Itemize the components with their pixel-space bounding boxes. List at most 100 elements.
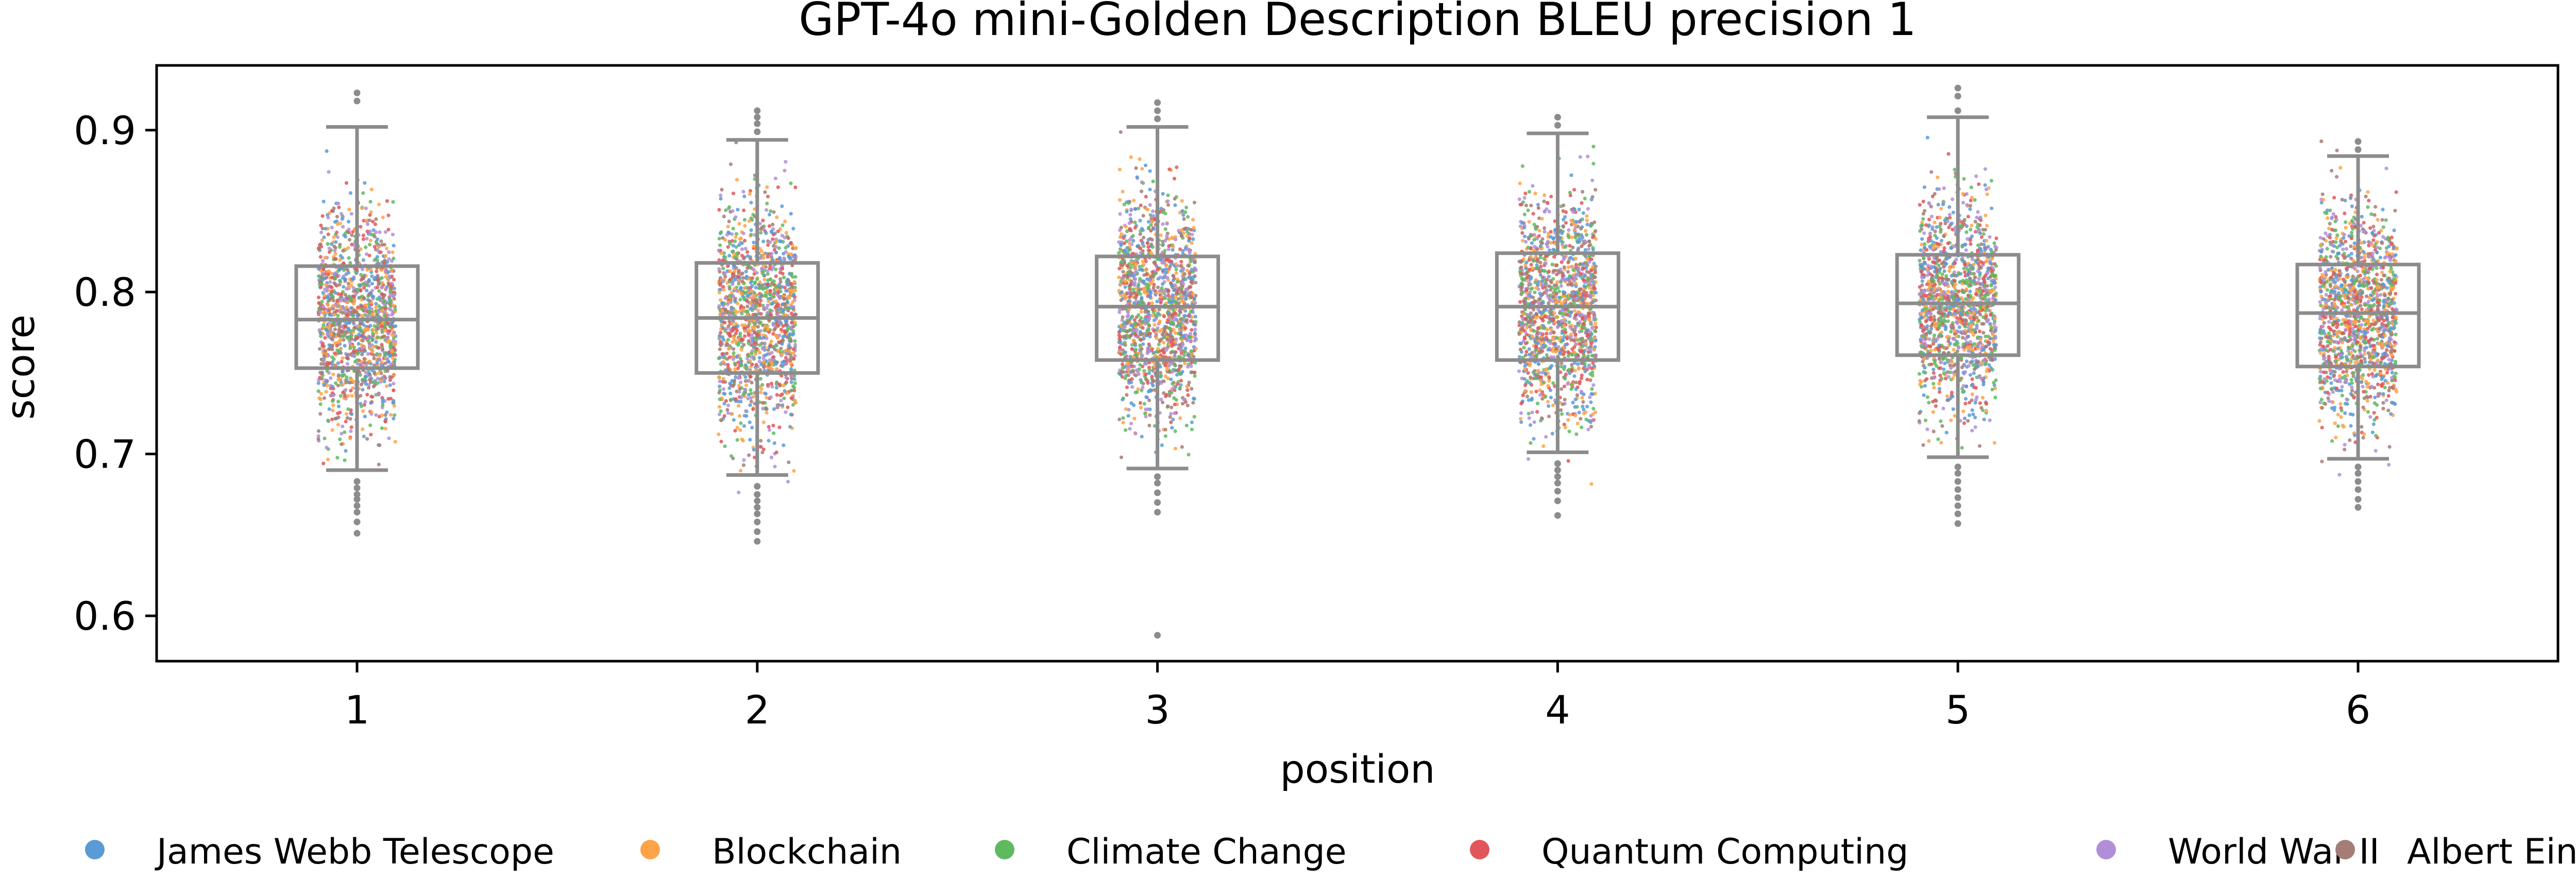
strip-point [1569, 173, 1573, 177]
strip-point [768, 289, 772, 293]
strip-point [722, 214, 726, 218]
strip-point [383, 314, 387, 318]
strip-point [725, 408, 730, 412]
strip-point [793, 185, 798, 189]
strip-point [333, 252, 337, 256]
strip-point [787, 279, 791, 283]
strip-point [377, 245, 381, 249]
strip-point [777, 425, 782, 429]
strip-point [1542, 343, 1546, 347]
strip-point [721, 326, 725, 331]
strip-point [1569, 333, 1573, 337]
strip-point [1566, 265, 1570, 269]
strip-point [316, 389, 320, 393]
strip-point [1566, 459, 1570, 463]
strip-point [338, 338, 343, 342]
strip-point [1594, 264, 1598, 269]
strip-point [374, 413, 378, 417]
strip-point [1118, 130, 1123, 134]
strip-point [728, 241, 732, 246]
strip-point [740, 338, 744, 342]
strip-point [788, 358, 792, 363]
strip-point [1550, 364, 1554, 368]
strip-point [1150, 238, 1154, 242]
strip-point [1189, 339, 1193, 343]
strip-point [1134, 373, 1138, 377]
strip-point [1561, 224, 1565, 228]
strip-point [745, 294, 750, 298]
strip-point [788, 241, 793, 246]
strip-point [342, 285, 346, 289]
strip-point [749, 200, 753, 205]
strip-point [1129, 208, 1133, 212]
strip-point [1193, 327, 1197, 332]
strip-point [1124, 428, 1128, 432]
strip-point [387, 339, 392, 343]
strip-point [1170, 283, 1174, 287]
strip-point [725, 342, 730, 346]
strip-point [343, 458, 347, 462]
strip-point [1122, 329, 1126, 333]
strip-point [765, 201, 769, 205]
strip-point [324, 380, 328, 385]
strip-point [372, 371, 377, 375]
strip-point [1157, 342, 1161, 347]
strip-point [778, 280, 783, 284]
strip-point [774, 304, 778, 308]
strip-point [1137, 313, 1141, 317]
strip-point [1156, 347, 1160, 351]
strip-point [1118, 283, 1123, 287]
strip-point [1591, 383, 1596, 387]
strip-point [1181, 213, 1185, 217]
strip-point [341, 225, 345, 229]
strip-point [761, 360, 766, 364]
strip-point [333, 351, 337, 355]
strip-point [1144, 163, 1148, 167]
strip-point [383, 426, 387, 430]
strip-point [1573, 368, 1577, 373]
strip-point [317, 328, 321, 332]
strip-point [337, 283, 342, 287]
strip-point [1142, 263, 1146, 267]
strip-point [1192, 396, 1196, 401]
strip-point [317, 247, 321, 251]
strip-point [332, 235, 336, 239]
strip-point [760, 283, 765, 287]
strip-point [1181, 342, 1185, 347]
strip-point [1125, 393, 1129, 397]
strip-point [745, 299, 749, 303]
strip-point [348, 417, 352, 421]
strip-point [1149, 243, 1154, 247]
strip-point [1126, 373, 1130, 377]
strip-point [723, 356, 727, 360]
strip-point [382, 379, 386, 384]
strip-point [1174, 271, 1178, 275]
strip-point [371, 228, 376, 232]
strip-point [1594, 321, 1598, 325]
strip-point [340, 292, 344, 296]
strip-point [747, 453, 751, 457]
strip-point [771, 265, 775, 269]
strip-point [733, 269, 737, 273]
strip-point [1179, 348, 1183, 352]
strip-point [336, 361, 340, 365]
strip-point [1161, 282, 1165, 286]
strip-point [359, 383, 363, 387]
strip-point [1191, 218, 1195, 222]
strip-point [332, 281, 336, 285]
strip-point [1128, 238, 1132, 242]
strip-point [774, 285, 778, 289]
strip-point [781, 364, 785, 368]
strip-point [1186, 215, 1190, 219]
strip-point [363, 400, 367, 404]
strip-point [359, 247, 363, 251]
strip-point [742, 387, 747, 391]
strip-point [1536, 206, 1540, 210]
strip-point [346, 282, 351, 286]
strip-point [1536, 326, 1540, 331]
strip-point [349, 337, 354, 341]
strip-point [359, 225, 363, 229]
strip-point [721, 335, 725, 339]
strip-point [392, 388, 396, 392]
strip-point [385, 199, 389, 203]
